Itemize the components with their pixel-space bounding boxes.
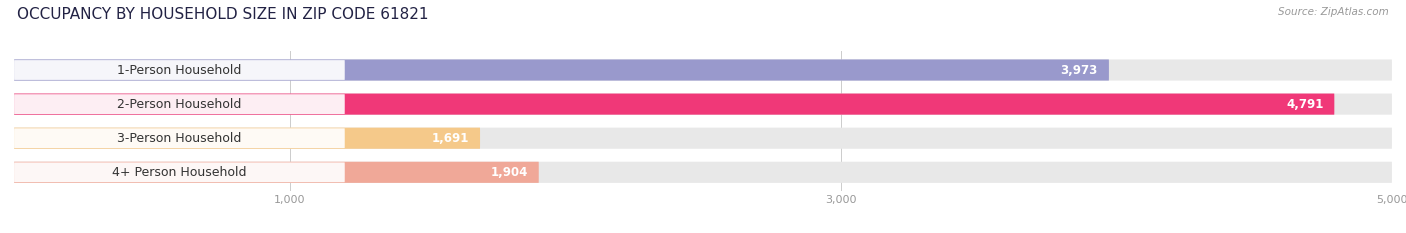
- FancyBboxPatch shape: [14, 128, 1392, 149]
- Text: 1-Person Household: 1-Person Household: [117, 64, 242, 76]
- FancyBboxPatch shape: [14, 162, 538, 183]
- Text: 2-Person Household: 2-Person Household: [117, 98, 242, 111]
- Text: 4,791: 4,791: [1286, 98, 1323, 111]
- Text: 1,691: 1,691: [432, 132, 470, 145]
- FancyBboxPatch shape: [14, 59, 1109, 81]
- FancyBboxPatch shape: [14, 93, 1392, 115]
- Text: OCCUPANCY BY HOUSEHOLD SIZE IN ZIP CODE 61821: OCCUPANCY BY HOUSEHOLD SIZE IN ZIP CODE …: [17, 7, 429, 22]
- Text: 3-Person Household: 3-Person Household: [117, 132, 242, 145]
- FancyBboxPatch shape: [14, 128, 344, 148]
- Text: 1,904: 1,904: [491, 166, 527, 179]
- FancyBboxPatch shape: [14, 94, 344, 114]
- FancyBboxPatch shape: [14, 60, 344, 80]
- FancyBboxPatch shape: [14, 59, 1392, 81]
- FancyBboxPatch shape: [14, 162, 1392, 183]
- Text: Source: ZipAtlas.com: Source: ZipAtlas.com: [1278, 7, 1389, 17]
- FancyBboxPatch shape: [14, 162, 344, 182]
- Text: 4+ Person Household: 4+ Person Household: [112, 166, 246, 179]
- FancyBboxPatch shape: [14, 93, 1334, 115]
- Text: 3,973: 3,973: [1060, 64, 1098, 76]
- FancyBboxPatch shape: [14, 128, 479, 149]
